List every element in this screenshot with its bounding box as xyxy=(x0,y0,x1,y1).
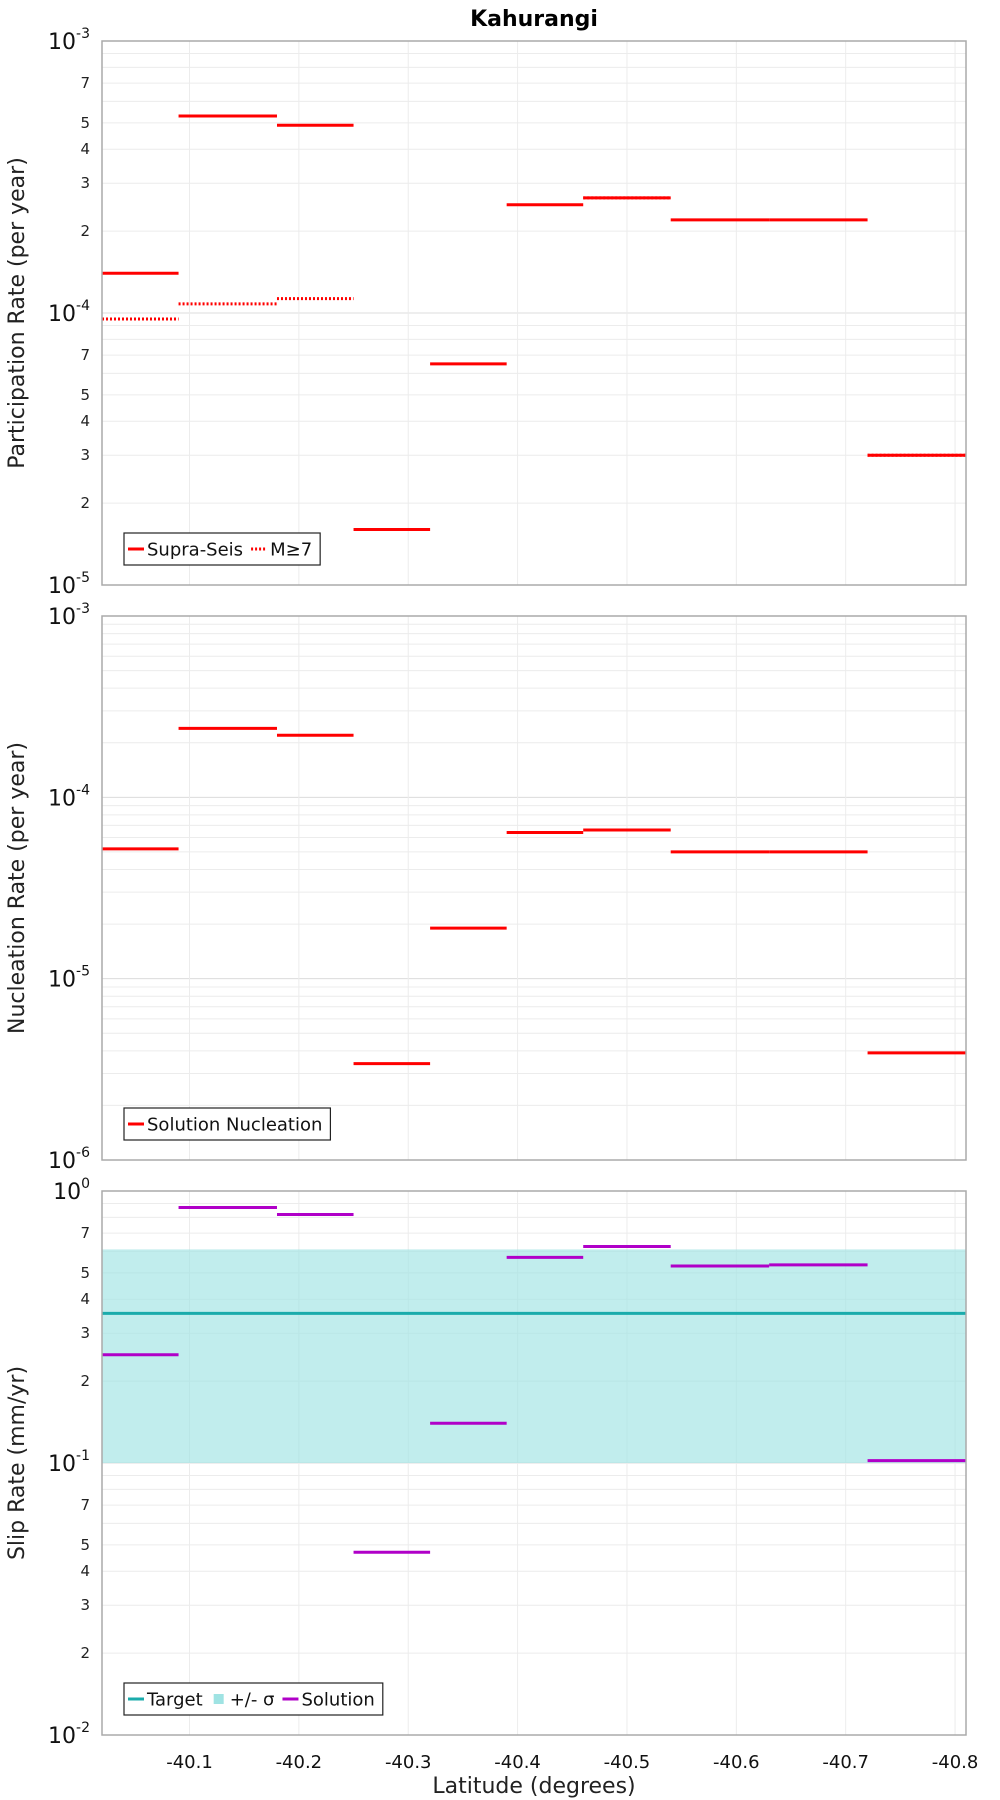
y-tick-label: 100 xyxy=(53,1176,90,1205)
y-minor-tick-label: 4 xyxy=(80,1562,90,1580)
y-minor-tick-label: 7 xyxy=(80,74,90,92)
series-solution-nucleation xyxy=(102,726,966,1066)
y-tick-mantissa: 10 xyxy=(48,786,76,811)
chart-title: Kahurangi xyxy=(470,7,598,32)
y-tick-exponent: -3 xyxy=(76,601,90,617)
y-tick-label: 10-6 xyxy=(48,1145,90,1174)
y-minor-tick-label: 3 xyxy=(80,1324,90,1342)
y-tick-mantissa: 10 xyxy=(48,574,76,599)
y-tick-mantissa: 10 xyxy=(48,1724,76,1749)
series-m-7 xyxy=(102,196,966,457)
y-tick-label: 10-3 xyxy=(48,601,90,630)
legend-label: Supra-Seis xyxy=(147,540,243,561)
grid xyxy=(102,616,966,1161)
legend-item-supra-seis: Supra-Seis xyxy=(128,540,243,561)
y-tick-label: 10-4 xyxy=(48,298,90,327)
y-minor-tick-label: 2 xyxy=(80,222,90,240)
legend: Target +/- σ Solution xyxy=(123,1682,384,1716)
y-minor-tick-label: 5 xyxy=(80,386,90,404)
y-minor-tick-label: 4 xyxy=(80,412,90,430)
y-tick-exponent: -4 xyxy=(76,298,90,314)
x-tick-label: -40.5 xyxy=(604,1752,651,1773)
y-tick-exponent: -4 xyxy=(76,782,90,798)
y-tick-label: 10-2 xyxy=(48,1720,90,1749)
y-minor-tick-label: 4 xyxy=(80,140,90,158)
x-tick-label: -40.2 xyxy=(276,1752,323,1773)
y-axis-label: Participation Rate (per year) xyxy=(5,157,30,469)
y-tick-mantissa: 10 xyxy=(48,968,76,993)
x-tick-label: -40.7 xyxy=(822,1752,869,1773)
series-supra-seis xyxy=(102,114,966,531)
y-tick-mantissa: 10 xyxy=(48,605,76,630)
y-tick-mantissa: 10 xyxy=(53,1180,81,1205)
y-minor-tick-label: 2 xyxy=(80,1372,90,1390)
y-minor-tick-label: 4 xyxy=(80,1290,90,1308)
y-tick-mantissa: 10 xyxy=(48,1149,76,1174)
y-tick-exponent: 0 xyxy=(81,1176,90,1192)
y-tick-exponent: -1 xyxy=(76,1448,90,1464)
y-tick-exponent: -2 xyxy=(76,1720,90,1736)
legend-item-solution: Solution xyxy=(282,1690,375,1711)
y-minor-tick-label: 7 xyxy=(80,346,90,364)
y-minor-tick-label: 5 xyxy=(80,114,90,132)
legend-label: Solution xyxy=(301,1690,374,1711)
y-tick-mantissa: 10 xyxy=(48,30,76,55)
y-minor-tick-label: 7 xyxy=(80,1496,90,1514)
y-tick-exponent: -6 xyxy=(76,1145,90,1161)
legend-label: Solution Nucleation xyxy=(147,1115,322,1136)
x-tick-label: -40.8 xyxy=(932,1752,979,1773)
x-tick-label: -40.4 xyxy=(494,1752,541,1773)
x-tick-label: -40.3 xyxy=(385,1752,432,1773)
y-tick-label: 10-4 xyxy=(48,782,90,811)
grid xyxy=(102,41,966,586)
y-tick-exponent: -5 xyxy=(76,964,90,980)
y-minor-tick-label: 3 xyxy=(80,1596,90,1614)
legend-item-solution-nucleation: Solution Nucleation xyxy=(128,1115,322,1136)
x-axis-label: Latitude (degrees) xyxy=(432,1774,635,1799)
y-minor-tick-label: 2 xyxy=(80,494,90,512)
y-tick-mantissa: 10 xyxy=(48,302,76,327)
y-tick-exponent: -5 xyxy=(76,570,90,586)
sigma-band xyxy=(102,1249,966,1463)
y-minor-tick-label: 7 xyxy=(80,1224,90,1242)
y-minor-tick-label: 5 xyxy=(80,1536,90,1554)
y-axis-label: Nucleation Rate (per year) xyxy=(5,742,30,1034)
y-minor-tick-label: 5 xyxy=(80,1264,90,1282)
y-tick-label: 10-3 xyxy=(48,26,90,55)
y-tick-exponent: -3 xyxy=(76,26,90,42)
legend-box xyxy=(123,532,321,566)
legend-label: +/- σ xyxy=(230,1690,275,1711)
y-tick-label: 10-5 xyxy=(48,964,90,993)
plot-frame xyxy=(101,40,967,586)
legend-item-series: +/- σ xyxy=(213,1690,275,1711)
y-minor-tick-label: 2 xyxy=(80,1644,90,1662)
series-solution xyxy=(102,1205,966,1554)
legend-swatch-series xyxy=(213,1694,224,1704)
x-tick-label: -40.6 xyxy=(713,1752,760,1773)
legend-item-m-7: M≥7 xyxy=(251,540,312,561)
y-tick-mantissa: 10 xyxy=(48,1452,76,1477)
y-tick-label: 10-5 xyxy=(48,570,90,599)
legend-item-target: Target xyxy=(128,1690,203,1711)
legend-label: Target xyxy=(146,1690,203,1711)
legend-box xyxy=(123,1682,384,1716)
y-minor-tick-label: 3 xyxy=(80,174,90,192)
plot-frame xyxy=(101,615,967,1161)
plot-frame xyxy=(101,1190,967,1736)
legend: Supra-Seis M≥7 xyxy=(123,532,321,566)
y-tick-label: 10-1 xyxy=(48,1448,90,1477)
y-minor-tick-label: 3 xyxy=(80,446,90,464)
legend: Solution Nucleation xyxy=(123,1107,332,1141)
legend-label: M≥7 xyxy=(270,540,312,561)
legend-box xyxy=(123,1107,332,1141)
x-tick-label: -40.1 xyxy=(166,1752,213,1773)
plot-area xyxy=(102,616,966,1160)
y-axis-label: Slip Rate (mm/yr) xyxy=(5,1366,30,1560)
